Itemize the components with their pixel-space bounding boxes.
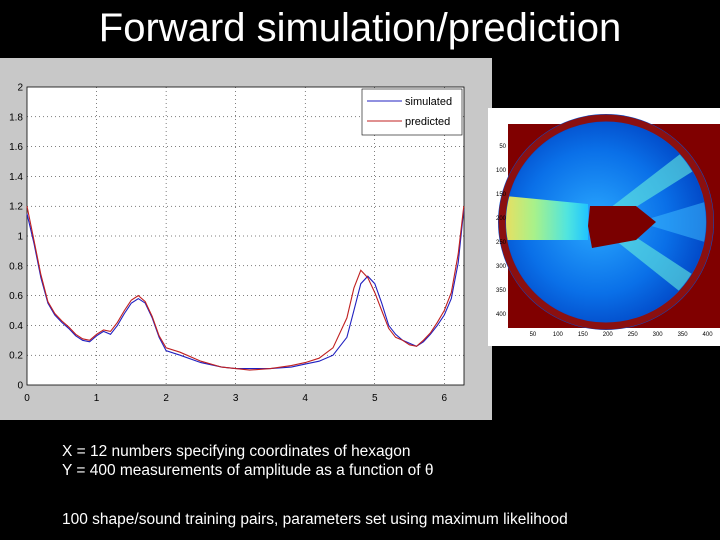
line-plot: 0 1 2 3 4 5 6 0 0.2 0.4 0.6 0.8 1 1.2 1.4 1.6 1.8 2 simul… <box>9 83 465 405</box>
heatmap-y-tick-label: 100 <box>496 168 507 174</box>
heatmap-y-tick-label: 200 <box>496 216 507 222</box>
y-tick-label: 0.4 <box>9 321 23 332</box>
beam-left <box>506 196 588 240</box>
heatmap-x-tick-label: 350 <box>678 332 689 338</box>
x-tick-label: 5 <box>372 393 378 404</box>
heatmap-y-tick-label: 300 <box>496 264 507 270</box>
heatmap-panel: 50 100 150 200 250 300 350 400 50 100 150 200 250 300… <box>488 108 720 346</box>
series-line-predicted <box>26 206 465 371</box>
y-tick-label: 1.2 <box>9 202 23 213</box>
line-plot-panel: 0 1 2 3 4 5 6 0 0.2 0.4 0.6 0.8 1 1.2 1.4 1.6 1.8 2 simul… <box>0 58 492 420</box>
tick-labels: 0 1 2 3 4 5 6 0 0.2 0.4 0.6 0.8 1 1.2 1.4 1.6 1.8 2 <box>9 83 447 405</box>
heatmap-x-tick-label: 50 <box>530 332 537 338</box>
x-tick-label: 6 <box>442 393 448 404</box>
beam-upper <box>610 148 698 212</box>
heatmap-x-tick-label: 300 <box>653 332 664 338</box>
heatmap-x-tick-label: 150 <box>578 332 589 338</box>
caption-line-2: Y = 400 measurements of amplitude as a f… <box>62 462 434 479</box>
beam-right <box>638 198 706 246</box>
y-tick-label: 0 <box>17 381 23 392</box>
heatmap-x-tick-label: 250 <box>628 332 639 338</box>
y-tick-label: 0.2 <box>9 351 23 362</box>
x-tick-label: 3 <box>233 393 239 404</box>
legend-label-simulated: simulated <box>405 96 452 108</box>
heatmap-y-tick-label: 350 <box>496 288 507 294</box>
heatmap-x-tick-label: 200 <box>603 332 614 338</box>
caption-line-3: 100 shape/sound training pairs, paramete… <box>62 511 568 528</box>
heatmap-y-tick-label: 150 <box>496 192 507 198</box>
legend-box <box>361 88 463 136</box>
heatmap-x-tick-label: 400 <box>703 332 714 338</box>
caption-line-1: X = 12 numbers specifying coordinates of… <box>62 443 411 460</box>
heatmap: 50 100 150 200 250 300 350 400 50 100 150 200 250 300… <box>496 114 720 338</box>
heatmap-y-tick-label: 250 <box>496 240 507 246</box>
x-tick-label: 1 <box>94 393 100 404</box>
heatmap-x-tick-label: 100 <box>553 332 564 338</box>
y-tick-label: 2 <box>17 83 23 94</box>
y-tick-label: 1 <box>17 232 23 243</box>
heatmap-y-tick-label: 50 <box>499 144 506 150</box>
y-tick-label: 1.6 <box>9 142 23 153</box>
legend: simulated predicted <box>361 88 463 136</box>
y-tick-label: 0.8 <box>9 261 23 272</box>
heatmap-y-tick-label: 400 <box>496 312 507 318</box>
slide-title: Forward simulation/prediction <box>98 6 622 50</box>
heatmap-tick-labels: 50 100 150 200 250 300 350 400 50 100 150 200 250 300… <box>496 144 713 338</box>
x-tick-label: 0 <box>24 393 30 404</box>
y-tick-label: 1.4 <box>9 172 23 183</box>
y-tick-label: 1.8 <box>9 112 23 123</box>
series-lines <box>26 206 465 371</box>
scatterer-ring <box>498 114 714 330</box>
hexagon-scatterer <box>588 206 656 248</box>
y-tick-label: 0.6 <box>9 291 23 302</box>
legend-label-predicted: predicted <box>405 116 450 128</box>
grid <box>27 87 464 385</box>
x-tick-label: 4 <box>302 393 308 404</box>
x-tick-label: 2 <box>163 393 169 404</box>
beam-lower <box>610 232 698 298</box>
